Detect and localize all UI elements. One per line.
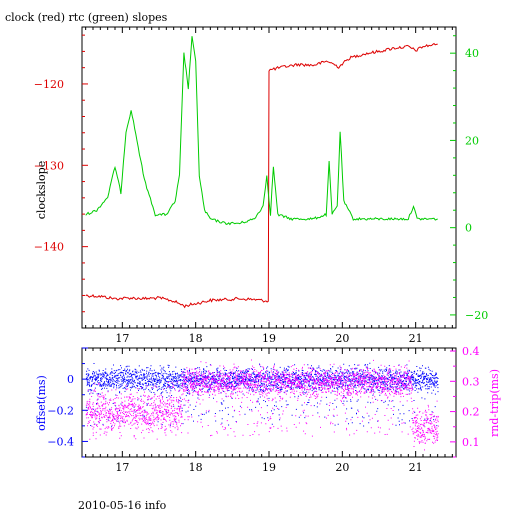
y-tick-label-left: 0	[67, 373, 74, 386]
y-tick-label-right: 0	[465, 222, 472, 235]
y-tick-label-left: −120	[34, 78, 64, 91]
scatter-rnd-trip	[85, 381, 183, 440]
y-tick-label-right: 0.3	[462, 375, 480, 388]
bottom-ylabel-right: rnd-trip(ms)	[488, 369, 501, 437]
x-tick-label: 17	[115, 332, 129, 345]
scatter-points	[85, 359, 439, 451]
offset-panel: 17 18 19 20 21 −0.4 −0.2 0 0.1 0.2 0.3 0.4	[47, 345, 479, 474]
y-tick-label-left: −140	[34, 241, 64, 254]
y-tick-label-right: −20	[465, 309, 488, 322]
scatter-rnd-trip	[181, 359, 413, 437]
x-tick-label: 20	[335, 332, 349, 345]
footer-date-label: 2010-05-16 info	[78, 499, 167, 512]
y-tick-label-right: 0.4	[462, 345, 480, 358]
y-tick-label-left: −130	[34, 159, 64, 172]
y-tick-label-right: 20	[465, 134, 479, 147]
x-tick-label: 20	[335, 461, 349, 474]
slopes-panel: 17 18 19 20 21 −140 −130 −120 −20 0 20 40	[34, 26, 488, 345]
y-tick-label-left: −0.4	[47, 435, 74, 448]
series-line-rtc	[85, 36, 438, 226]
chart-title: clock (red) rtc (green) slopes	[5, 11, 168, 24]
y-tick-label-right: 40	[465, 47, 479, 60]
y-tick-label-right: 0.2	[462, 406, 480, 419]
top-ylabel: clockslope	[35, 161, 48, 219]
x-tick-label: 17	[115, 461, 129, 474]
x-tick-label: 21	[409, 332, 423, 345]
scatter-offset	[85, 362, 439, 427]
y-tick-label-left: −0.2	[47, 404, 74, 417]
x-tick-label: 18	[189, 461, 203, 474]
x-tick-label: 19	[262, 332, 276, 345]
x-tick-label: 21	[409, 461, 423, 474]
x-tick-label: 19	[262, 461, 276, 474]
bottom-ylabel-left: offset(ms)	[35, 375, 48, 431]
x-tick-label: 18	[189, 332, 203, 345]
y-tick-label-right: 0.1	[462, 436, 480, 449]
scatter-rnd-trip	[412, 400, 439, 451]
series-line-clock	[85, 42, 438, 309]
